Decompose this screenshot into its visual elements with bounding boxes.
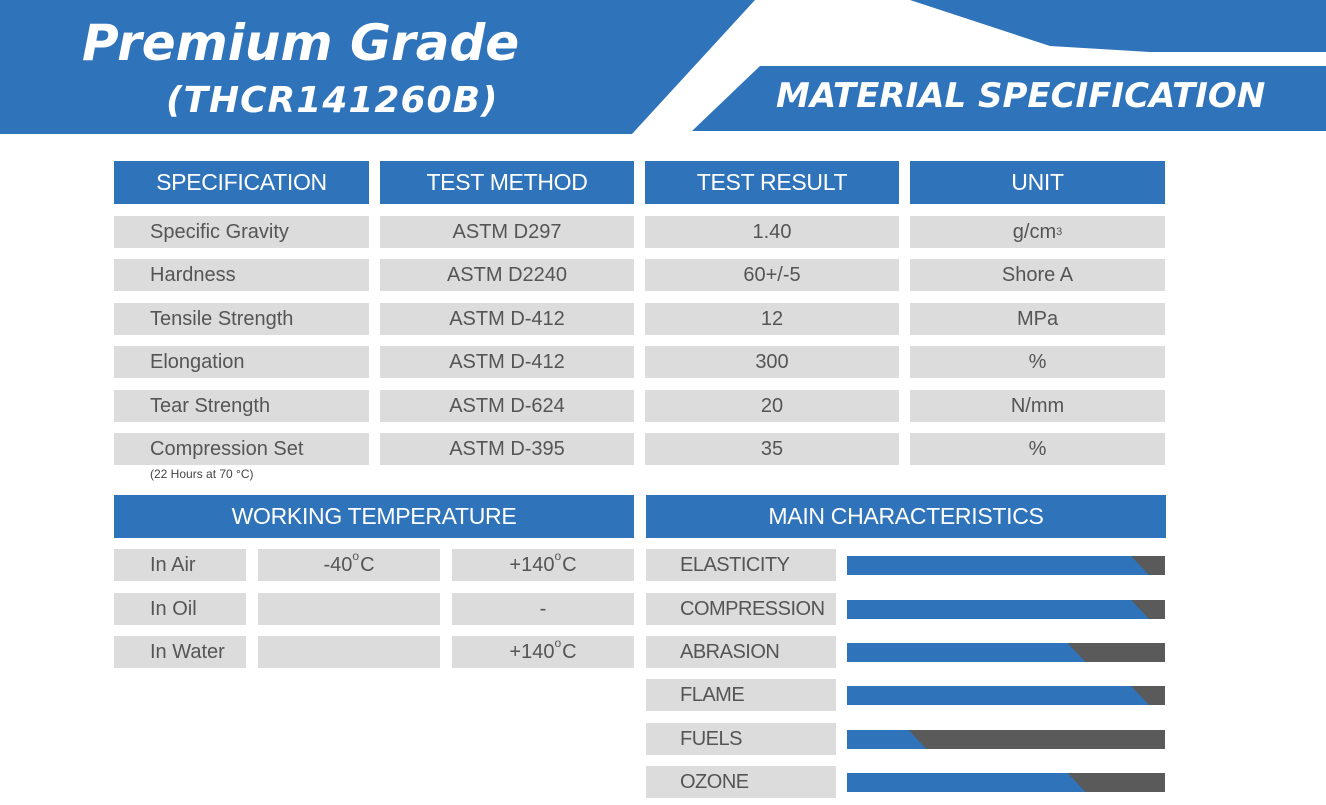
header-banner bbox=[0, 0, 1326, 134]
spec-result: 35 bbox=[645, 433, 899, 465]
spec-name: Hardness bbox=[114, 259, 369, 291]
spec-result: 300 bbox=[645, 346, 899, 378]
spec-unit-cell: g/cm 3 bbox=[910, 216, 1165, 248]
spec-name: Elongation bbox=[114, 346, 369, 378]
characteristic-label: FLAME bbox=[646, 679, 836, 711]
main-characteristics-header: MAIN CHARACTERISTICS bbox=[646, 495, 1166, 538]
col-header-unit: UNIT bbox=[910, 161, 1165, 204]
spec-method: ASTM D-412 bbox=[380, 303, 634, 335]
spec-unit: % bbox=[910, 346, 1165, 378]
spec-unit: g/cm bbox=[1012, 220, 1057, 243]
temp-label: In Oil bbox=[114, 593, 246, 625]
material-specification-title: MATERIAL SPECIFICATION bbox=[776, 76, 1266, 116]
spec-result: 20 bbox=[645, 390, 899, 422]
working-temperature-header: WORKING TEMPERATURE bbox=[114, 495, 634, 538]
characteristic-bar bbox=[847, 686, 1165, 705]
product-code: (THCR141260B) bbox=[166, 80, 499, 121]
temp-min bbox=[258, 593, 440, 625]
degree-symbol: o bbox=[554, 549, 562, 563]
characteristic-bar-fill bbox=[847, 600, 1149, 619]
spec-method: ASTM D297 bbox=[380, 216, 634, 248]
spec-unit: N/mm bbox=[910, 390, 1165, 422]
temp-unit: C bbox=[562, 640, 577, 663]
spec-unit-superscript: 3 bbox=[1056, 226, 1063, 238]
temp-max-cell: +140 o C bbox=[452, 549, 634, 581]
spec-unit: MPa bbox=[910, 303, 1165, 335]
characteristic-label: COMPRESSION bbox=[646, 593, 836, 625]
col-header-specification: SPECIFICATION bbox=[114, 161, 369, 204]
spec-result: 60+/-5 bbox=[645, 259, 899, 291]
temp-unit: C bbox=[562, 553, 577, 576]
temp-label: In Air bbox=[114, 549, 246, 581]
spec-result: 1.40 bbox=[645, 216, 899, 248]
characteristic-bar-fill bbox=[847, 556, 1149, 575]
spec-method: ASTM D-412 bbox=[380, 346, 634, 378]
characteristic-label: ABRASION bbox=[646, 636, 836, 668]
spec-method: ASTM D2240 bbox=[380, 259, 634, 291]
characteristic-bar bbox=[847, 556, 1165, 575]
spec-result: 12 bbox=[645, 303, 899, 335]
temp-max: +140 bbox=[509, 553, 555, 576]
characteristic-bar-fill bbox=[847, 730, 927, 749]
spec-method: ASTM D-395 bbox=[380, 433, 634, 465]
temp-max-cell: +140 o C bbox=[452, 636, 634, 668]
characteristic-bar-fill bbox=[847, 773, 1086, 792]
spec-name: Tensile Strength bbox=[114, 303, 369, 335]
temp-label: In Water bbox=[114, 636, 246, 668]
characteristic-label: FUELS bbox=[646, 723, 836, 755]
characteristic-bar bbox=[847, 600, 1165, 619]
right-banner-shape bbox=[692, 66, 1326, 131]
spec-method: ASTM D-624 bbox=[380, 390, 634, 422]
page-title: Premium Grade bbox=[82, 14, 520, 72]
characteristic-bar bbox=[847, 643, 1165, 662]
col-header-test-result: TEST RESULT bbox=[645, 161, 899, 204]
degree-symbol: o bbox=[554, 636, 562, 650]
temp-min: -40 bbox=[323, 553, 353, 576]
compression-set-note: (22 Hours at 70 °C) bbox=[150, 467, 254, 481]
temp-unit: C bbox=[360, 553, 375, 576]
spec-unit: % bbox=[910, 433, 1165, 465]
spec-name: Specific Gravity bbox=[114, 216, 369, 248]
temp-min-cell: -40 o C bbox=[258, 549, 440, 581]
characteristic-bar bbox=[847, 773, 1165, 792]
spec-unit: Shore A bbox=[910, 259, 1165, 291]
characteristic-bar-fill bbox=[847, 643, 1086, 662]
characteristic-bar-fill bbox=[847, 686, 1149, 705]
spec-name: Tear Strength bbox=[114, 390, 369, 422]
characteristic-bar bbox=[847, 730, 1165, 749]
temp-max: +140 bbox=[509, 640, 555, 663]
characteristic-label: OZONE bbox=[646, 766, 836, 798]
characteristic-label: ELASTICITY bbox=[646, 549, 836, 581]
col-header-test-method: TEST METHOD bbox=[380, 161, 634, 204]
top-right-swoosh bbox=[910, 0, 1326, 52]
temp-min bbox=[258, 636, 440, 668]
left-banner-shape bbox=[0, 0, 755, 134]
spec-name: Compression Set bbox=[114, 433, 369, 465]
temp-max: - bbox=[452, 593, 634, 625]
degree-symbol: o bbox=[352, 549, 360, 563]
